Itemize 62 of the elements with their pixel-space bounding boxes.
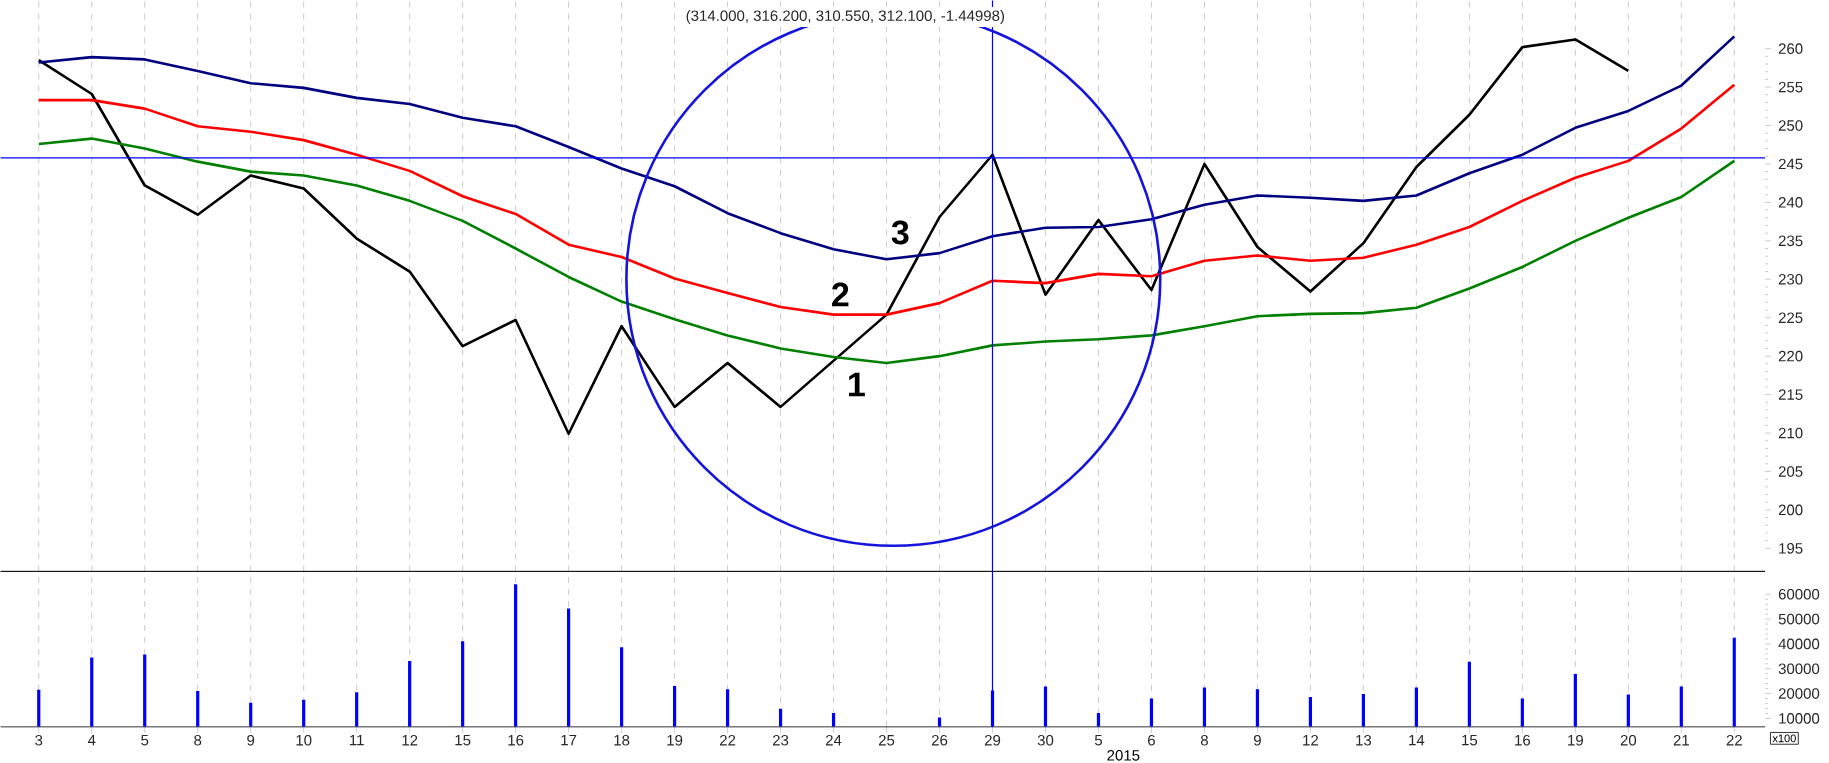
y-tick-label: 245 [1778,158,1803,170]
y-tick-label: 250 [1778,120,1803,132]
x-tick-label: 23 [772,735,789,746]
line-series [37,137,1736,365]
y-tick-label: 260 [1778,43,1803,55]
y-tick-label: 20000 [1778,688,1820,700]
x-tick-label: 21 [1673,735,1689,746]
x-tick-label: 8 [1200,735,1208,746]
text: 2015 [1107,750,1140,761]
line-series [37,35,1736,261]
x-tick-label: 5 [141,735,149,746]
y-tick-label: 240 [1778,197,1803,208]
x-tick-label: 4 [87,735,96,746]
x-tick-label: 22 [719,735,736,746]
y-tick-label: 220 [1778,351,1803,362]
y-tick-label: 210 [1778,427,1803,439]
y-tick-label: 50000 [1778,613,1820,625]
y-tick-label: 255 [1778,81,1803,93]
x-tick-label: 8 [194,735,202,746]
y-tick-label: 215 [1778,389,1803,401]
x-tick-label: 15 [1462,735,1478,746]
x-tick-label: 5 [1094,735,1103,746]
y-tick-label: 60000 [1778,589,1820,600]
y-tick-label: 225 [1778,312,1803,324]
text: x100 [1772,734,1796,743]
x-tick-label: 24 [825,735,842,746]
x-tick-label: 10 [296,735,312,746]
x-tick-label: 12 [402,735,418,746]
y-tick-label: 205 [1778,466,1803,477]
annotation: 2 [832,282,849,307]
x-tick-label: 3 [35,735,43,746]
x-tick-label: 16 [1515,735,1531,746]
annotation: 1 [849,372,865,397]
x-tick-label: 26 [931,735,948,746]
y-tick-label: 40000 [1778,638,1820,650]
x-tick-label: 13 [1356,735,1372,746]
x-tick-label: 22 [1726,735,1742,746]
y-tick-label: 200 [1778,504,1803,516]
x-tick-label: 29 [984,735,1001,746]
x-tick-label: 12 [1303,735,1319,746]
line-series [37,83,1736,317]
x-tick-label: 19 [667,735,683,746]
x-tick-label: 6 [1148,735,1155,746]
y-tick-label: 230 [1778,274,1803,285]
y-tick-label: 10000 [1779,713,1820,724]
text: (314.000, 316.200, 310.550, 312.100, -1.44998) [686,10,1005,25]
x-tick-label: 16 [508,735,524,746]
y-tick-label: 235 [1778,235,1803,247]
x-tick-label: 19 [1568,735,1583,746]
x-tick-label: 9 [247,735,255,746]
x-tick-label: 14 [1409,735,1425,746]
x-tick-label: 17 [561,735,577,746]
x-tick-label: 30 [1037,735,1054,746]
y-tick-label: 30000 [1778,663,1820,675]
x-tick-label: 18 [614,735,630,746]
x-tick-label: 9 [1253,735,1261,746]
x-tick-label: 20 [1620,735,1637,746]
x-tick-label: 11 [350,735,364,746]
x-tick-label: 15 [455,735,471,746]
x-tick-label: 25 [878,735,895,746]
y-tick-label: 195 [1779,543,1803,554]
annotation: 3 [891,220,909,245]
